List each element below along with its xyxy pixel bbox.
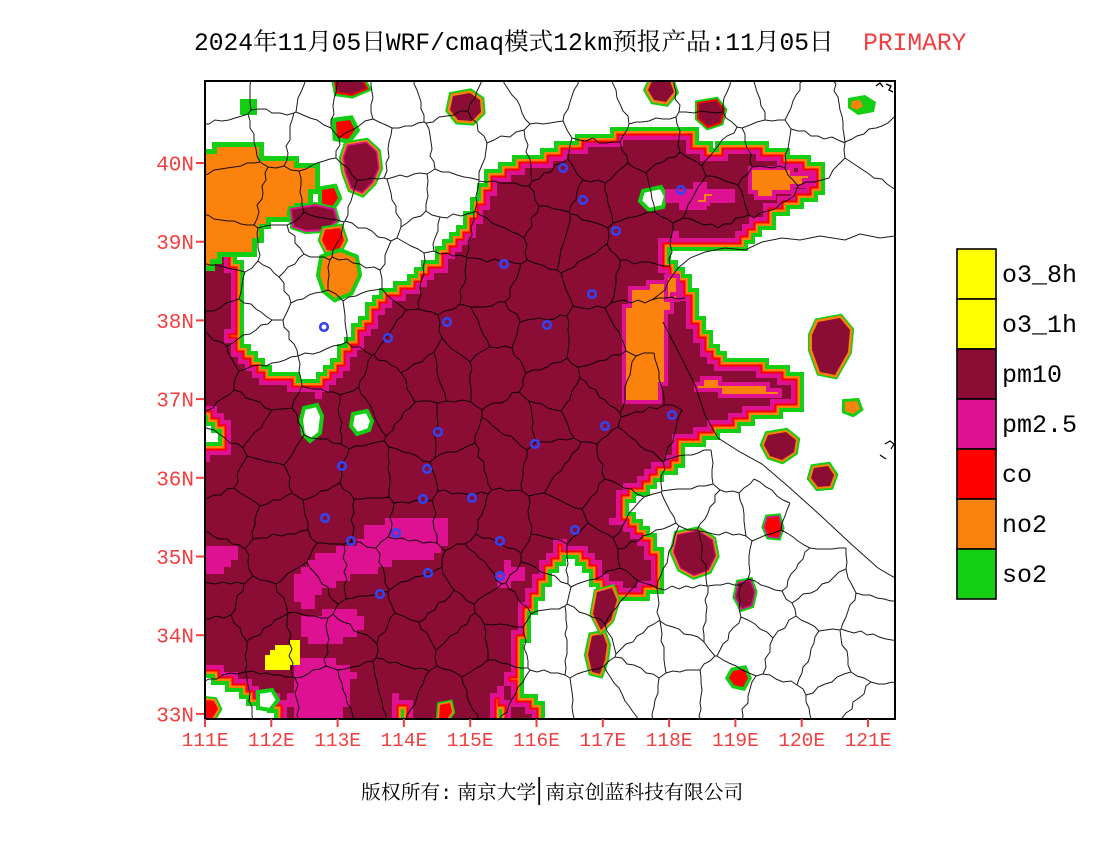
svg-text:2024: 2024 <box>194 31 253 58</box>
svg-text::: : <box>711 31 726 58</box>
svg-text:39N: 39N <box>156 233 194 256</box>
svg-text:119E: 119E <box>712 730 759 752</box>
svg-text:38N: 38N <box>156 312 194 335</box>
svg-text:40N: 40N <box>156 155 194 178</box>
svg-text:11: 11 <box>725 31 755 58</box>
svg-text:WRF/cmaq: WRF/cmaq <box>386 31 504 58</box>
svg-text:33N: 33N <box>156 705 194 728</box>
svg-text:117E: 117E <box>579 730 626 752</box>
svg-text:121E: 121E <box>845 730 892 752</box>
svg-text:11: 11 <box>278 31 308 58</box>
svg-text:05: 05 <box>780 31 810 58</box>
svg-text:111E: 111E <box>182 730 229 752</box>
svg-text:pm10: pm10 <box>1002 361 1062 390</box>
svg-text:no2: no2 <box>1002 511 1047 540</box>
svg-text:o3_8h: o3_8h <box>1002 261 1077 290</box>
svg-text:PRIMARY: PRIMARY <box>863 31 967 58</box>
svg-text:12km: 12km <box>553 31 612 58</box>
svg-text:116E: 116E <box>513 730 560 752</box>
svg-text:115E: 115E <box>447 730 494 752</box>
svg-text:113E: 113E <box>314 730 361 752</box>
svg-text:118E: 118E <box>646 730 693 752</box>
svg-text:so2: so2 <box>1002 561 1047 590</box>
svg-text:pm2.5: pm2.5 <box>1002 411 1077 440</box>
svg-text:05: 05 <box>332 31 362 58</box>
svg-text:35N: 35N <box>156 548 194 571</box>
svg-text:114E: 114E <box>380 730 427 752</box>
svg-text:co: co <box>1002 461 1032 490</box>
svg-text:34N: 34N <box>156 627 194 650</box>
svg-text:o3_1h: o3_1h <box>1002 311 1077 340</box>
svg-text:120E: 120E <box>778 730 825 752</box>
svg-text::: : <box>440 783 452 805</box>
svg-text:37N: 37N <box>156 391 194 414</box>
svg-text:112E: 112E <box>248 730 295 752</box>
svg-text:36N: 36N <box>156 469 194 492</box>
